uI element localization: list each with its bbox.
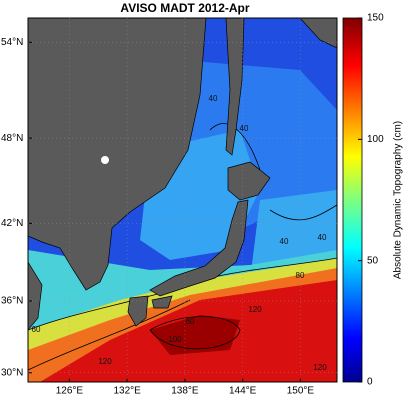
x-tick-label: 144°E (229, 386, 257, 397)
x-tick-label: 132°E (113, 386, 141, 397)
colorbar-label: Absolute Dynamic Topography (cm) (393, 121, 404, 279)
colorbar-tick-label: 50 (367, 255, 379, 266)
contour-label: 60 (32, 325, 41, 334)
colorbar (342, 17, 363, 383)
x-tick-label: 150°E (287, 386, 315, 397)
contour-label: 120 (98, 357, 112, 366)
land (149, 199, 249, 297)
colorbar-tick-label: 0 (367, 377, 373, 388)
land (151, 295, 173, 309)
contour-label: 100 (168, 335, 182, 344)
contour-label: 80 (296, 271, 305, 280)
contour-label: 40 (240, 124, 249, 133)
contour-label: 80 (186, 317, 195, 326)
contour-label: 120 (313, 363, 327, 372)
y-tick-label: 48°N (1, 133, 23, 144)
contour-label: 40 (209, 94, 218, 103)
land (28, 261, 43, 331)
colorbar-tick-label: 150 (367, 13, 384, 24)
contour-label: 40 (318, 233, 327, 242)
lake (101, 156, 109, 164)
map-frame (27, 17, 338, 383)
land (28, 18, 207, 291)
y-tick-label: 42°N (1, 218, 23, 229)
y-tick-label: 36°N (1, 296, 23, 307)
x-tick-label: 138°E (171, 386, 199, 397)
land (225, 18, 245, 156)
map-area (28, 18, 337, 382)
x-tick-label: 126°E (56, 386, 84, 397)
colorbar-tick-label: 100 (367, 134, 384, 145)
contour-label: 120 (248, 305, 262, 314)
land (299, 18, 337, 49)
land (227, 161, 271, 201)
y-tick-label: 30°N (1, 367, 23, 378)
land (127, 295, 149, 327)
map-title: AVISO MADT 2012-Apr (120, 1, 249, 15)
contour-label: 40 (280, 237, 289, 246)
y-tick-label: 54°N (1, 37, 23, 48)
